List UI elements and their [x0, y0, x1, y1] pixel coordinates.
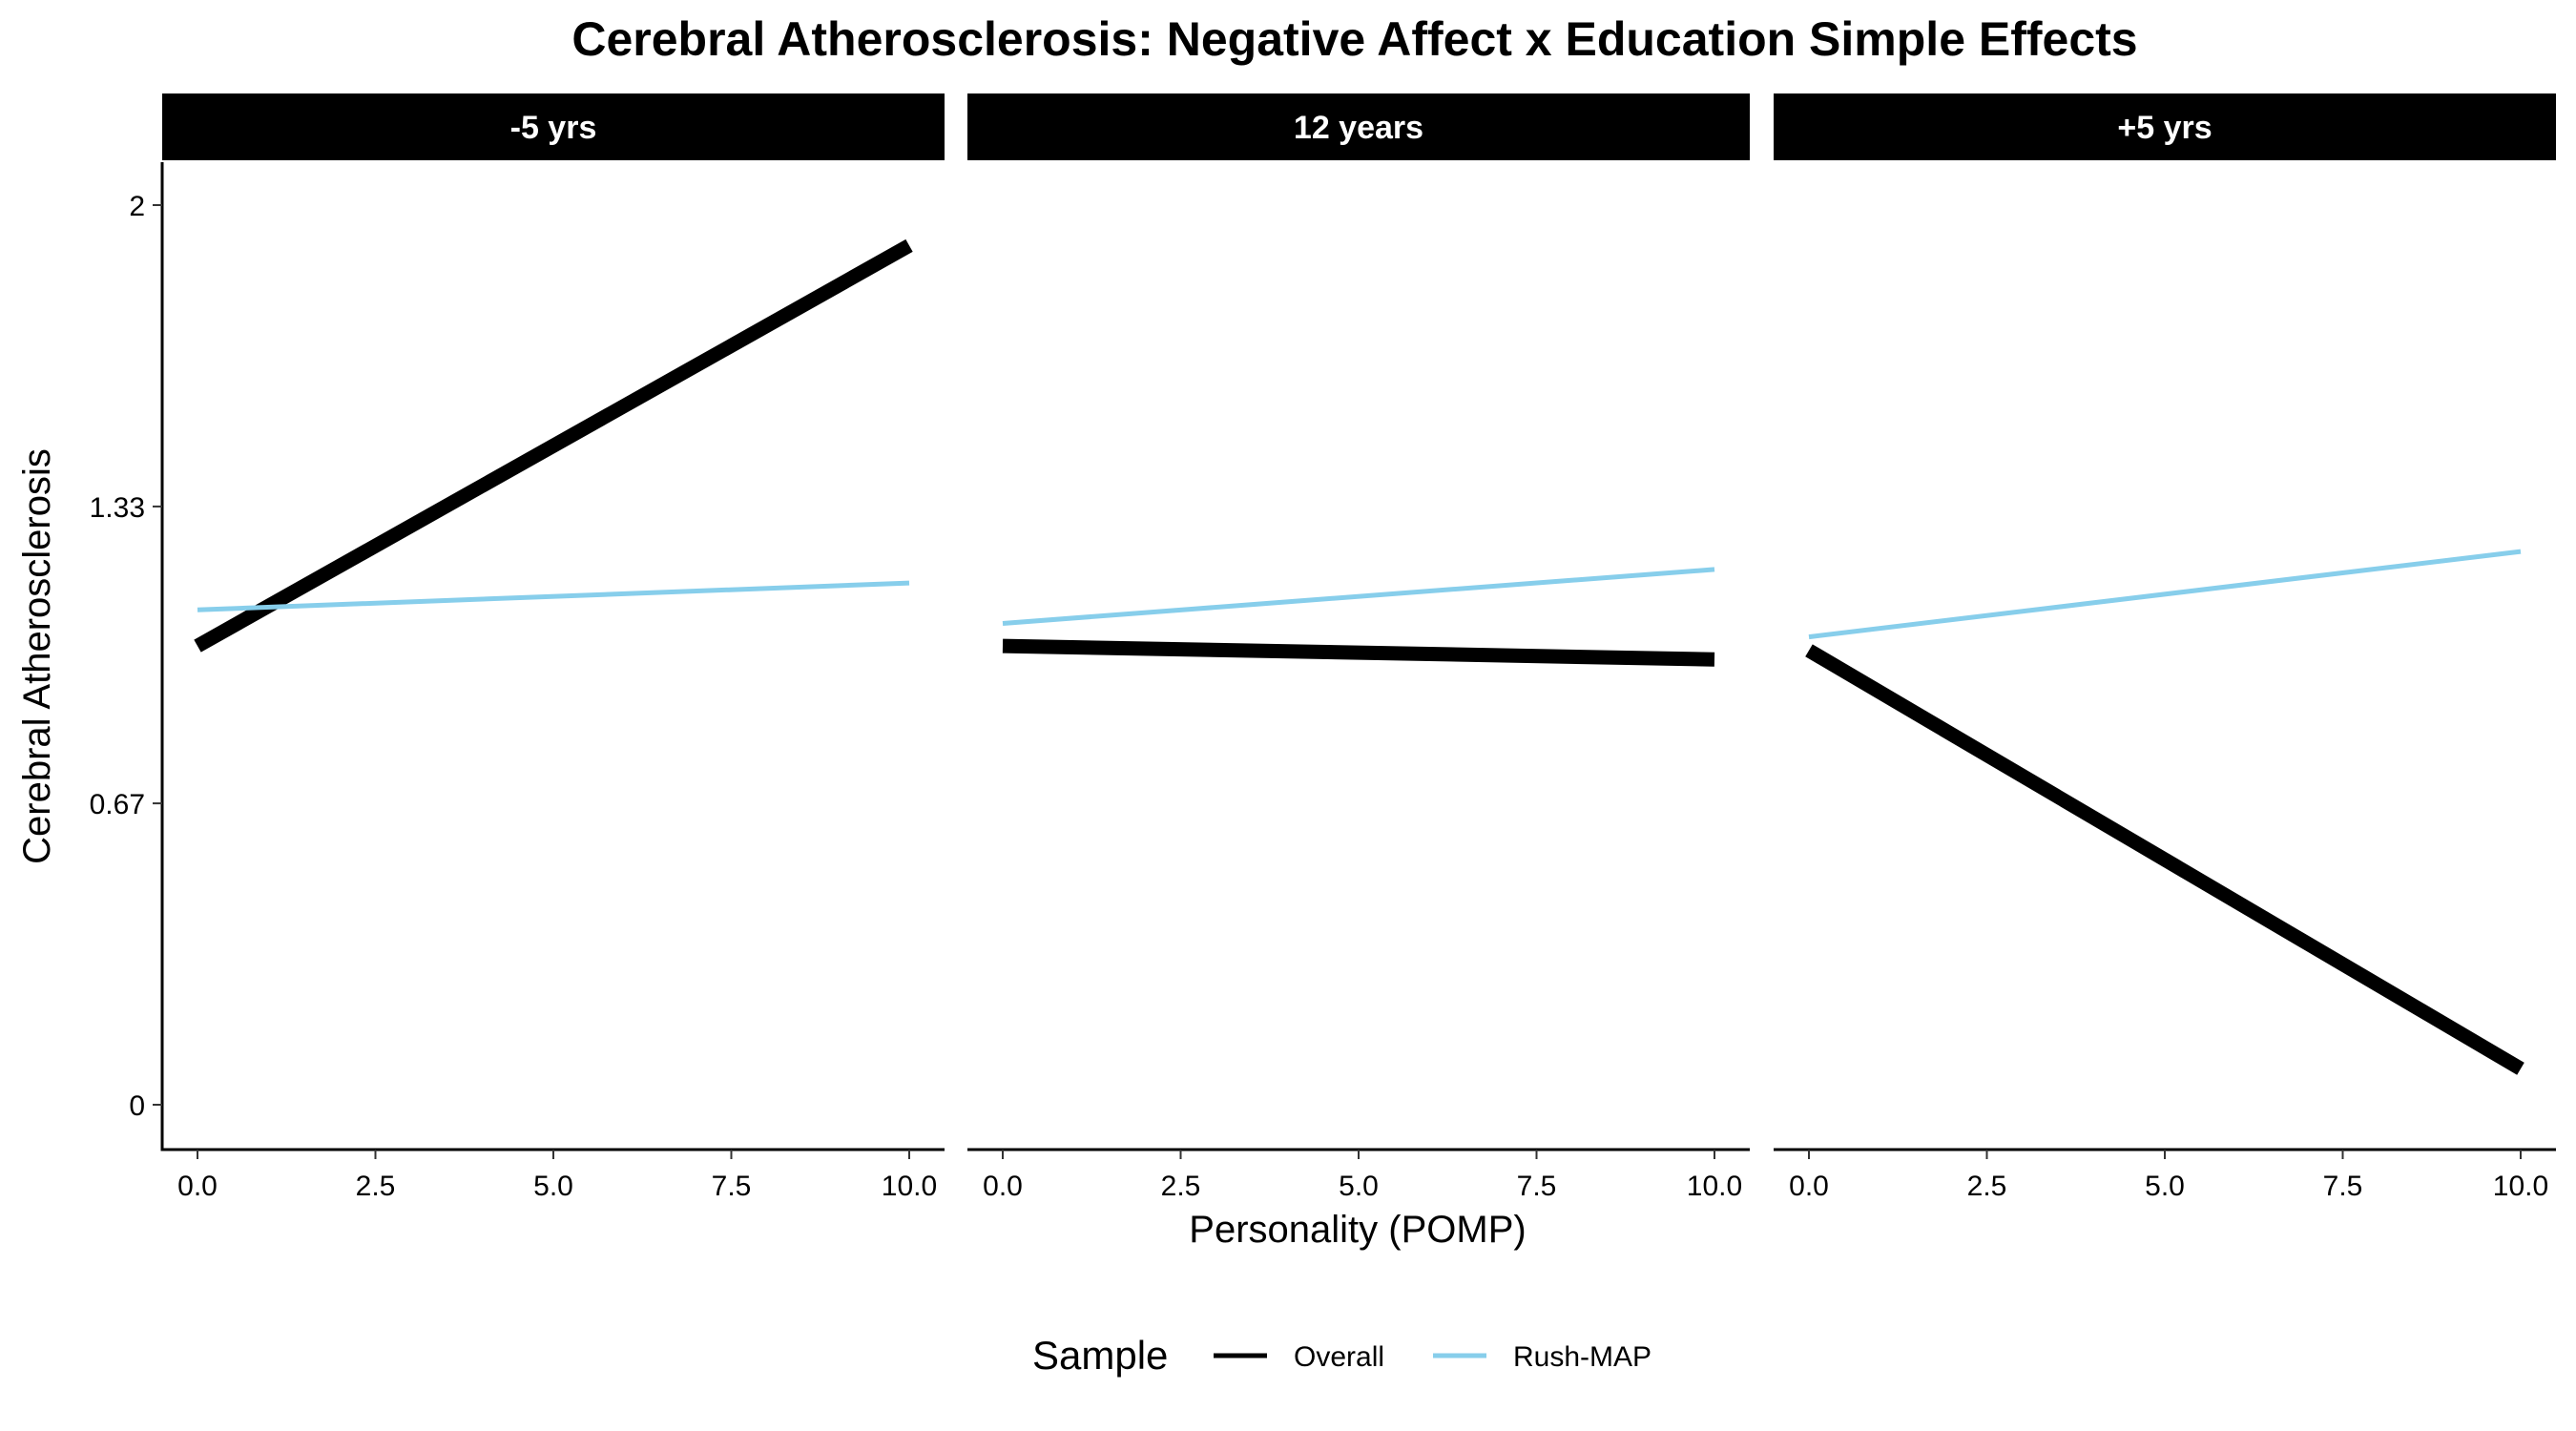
y-axis-title: Cerebral Atherosclerosis [16, 448, 58, 864]
legend: Sample Overall Rush-MAP [1032, 1333, 1652, 1378]
series-line-rush-map [1808, 549, 2522, 640]
x-tick-label: 7.5 [1517, 1171, 1557, 1202]
x-tick-label: 10.0 [1687, 1171, 1742, 1202]
legend-label-rush-map: Rush-MAP [1513, 1341, 1652, 1373]
x-tick-label: 0.0 [177, 1171, 218, 1202]
y-tick-label: 0 [129, 1090, 145, 1122]
y-tick-label: 1.33 [90, 492, 145, 524]
y-tick-label: 2 [129, 191, 145, 222]
series-line-overall [1805, 644, 2524, 1075]
x-tick-label: 5.0 [533, 1171, 573, 1202]
series-line-overall [194, 238, 913, 653]
chart-title: Cerebral Atherosclerosis: Negative Affec… [571, 12, 2137, 66]
panel-1: -5 yrs 0.0 2.5 5.0 7.5 10.0 0 0.67 1.33 2 [90, 93, 945, 1202]
facet-label: -5 yrs [510, 110, 597, 146]
panel-3: +5 yrs 0.0 2.5 5.0 7.5 10.0 [1774, 93, 2556, 1202]
series-line-rush-map [1002, 567, 1715, 626]
panels-layer: -5 yrs 0.0 2.5 5.0 7.5 10.0 0 0.67 1.33 2 12 years… [90, 93, 2556, 1202]
facet-label: +5 yrs [2117, 110, 2212, 146]
facet-strip [967, 93, 1750, 160]
x-tick-label: 7.5 [2323, 1171, 2363, 1202]
x-tick-label: 10.0 [2493, 1171, 2548, 1202]
legend-title: Sample [1032, 1333, 1168, 1378]
legend-label-overall: Overall [1294, 1341, 1384, 1373]
y-tick-label: 0.67 [90, 789, 145, 820]
x-tick-label: 7.5 [712, 1171, 752, 1202]
x-tick-label: 2.5 [1161, 1171, 1201, 1202]
x-tick-label: 5.0 [2145, 1171, 2185, 1202]
x-tick-label: 2.5 [1967, 1171, 2007, 1202]
x-tick-label: 2.5 [356, 1171, 396, 1202]
facet-strip [162, 93, 945, 160]
panel-2: 12 years 0.0 2.5 5.0 7.5 10.0 [967, 93, 1750, 1202]
x-tick-label: 10.0 [882, 1171, 937, 1202]
legend-items: Overall Rush-MAP [1214, 1341, 1652, 1373]
x-axis-title: Personality (POMP) [1189, 1209, 1526, 1251]
x-tick-label: 5.0 [1339, 1171, 1379, 1202]
x-tick-label: 0.0 [1789, 1171, 1829, 1202]
facet-strip [1774, 93, 2556, 160]
facet-label: 12 years [1294, 110, 1423, 146]
x-tick-label: 0.0 [983, 1171, 1023, 1202]
series-line-rush-map [197, 580, 910, 612]
series-line-overall [1002, 638, 1715, 667]
